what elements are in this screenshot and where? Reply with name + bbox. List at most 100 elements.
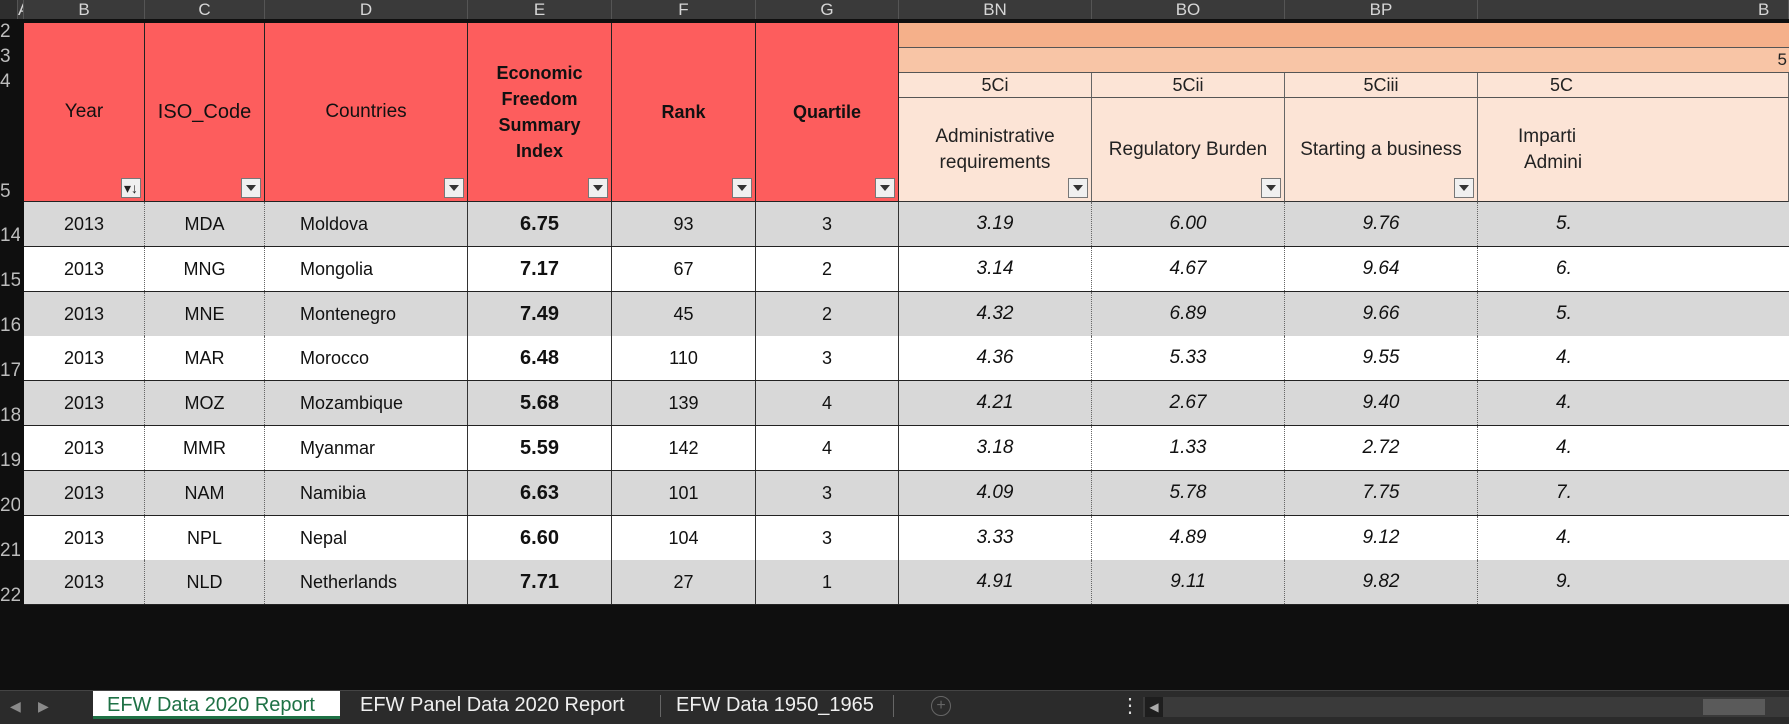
cell-admin-requirements[interactable]: 3.33 <box>899 515 1092 560</box>
plus-circle-icon[interactable]: + <box>931 696 951 716</box>
cell-iso-code[interactable]: MMR <box>145 426 265 470</box>
cell-index[interactable]: 6.60 <box>468 515 612 560</box>
cell-starting-business[interactable]: 7.75 <box>1285 470 1478 515</box>
cell-year[interactable]: 2013 <box>24 426 145 470</box>
cell-quartile[interactable]: 2 <box>756 291 899 336</box>
header-group-band[interactable] <box>899 23 1789 48</box>
cell-country[interactable]: Nepal <box>265 515 468 560</box>
cell-starting-business[interactable]: 9.64 <box>1285 246 1478 291</box>
cell-iso-code[interactable]: NPL <box>145 515 265 560</box>
cell-quartile[interactable]: 3 <box>756 515 899 560</box>
cell-year[interactable]: 2013 <box>24 515 145 560</box>
cell-rank[interactable]: 101 <box>612 470 756 515</box>
cell-index[interactable]: 7.71 <box>468 560 612 605</box>
cell-iso-code[interactable]: NLD <box>145 560 265 605</box>
scroll-tabs-left-icon[interactable]: ◀ <box>10 698 21 714</box>
cell-country[interactable]: Mongolia <box>265 246 468 291</box>
header-code-5ci[interactable]: 5Ci <box>899 73 1092 98</box>
header-economic-freedom-index[interactable]: Economic Freedom Summary Index <box>468 23 612 202</box>
cell-country[interactable]: Myanmar <box>265 426 468 470</box>
cell-impartial-admin[interactable]: 4. <box>1556 347 1572 369</box>
cell-rank[interactable]: 67 <box>612 246 756 291</box>
cell-index[interactable]: 6.63 <box>468 470 612 515</box>
row-number[interactable]: 20 <box>0 497 20 515</box>
more-options-icon[interactable]: ⋮ <box>1120 695 1140 717</box>
spreadsheet-grid[interactable]: A B C D E F G BN BO BP B 2 3 4 5 14 15 1… <box>0 0 1789 690</box>
cell-rank[interactable]: 142 <box>612 426 756 470</box>
row-number[interactable]: 21 <box>0 542 20 560</box>
cell-year[interactable]: 2013 <box>24 291 145 336</box>
cell-year[interactable]: 2013 <box>24 246 145 291</box>
header-administrative-requirements[interactable]: Administrative requirements <box>899 98 1092 202</box>
cell-quartile[interactable]: 2 <box>756 246 899 291</box>
filter-dropdown-icon[interactable] <box>241 178 261 198</box>
col-header-f[interactable]: F <box>612 0 756 19</box>
cell-index[interactable]: 7.17 <box>468 246 612 291</box>
row-number[interactable]: 15 <box>0 272 20 290</box>
cell-regulatory-burden[interactable]: 6.00 <box>1092 202 1285 246</box>
cell-regulatory-burden[interactable]: 5.78 <box>1092 470 1285 515</box>
cell-impartial-admin[interactable]: 5. <box>1556 213 1572 234</box>
header-year[interactable]: Year ▾↓ <box>24 23 145 202</box>
cell-index[interactable]: 6.48 <box>468 336 612 381</box>
cell-impartial-admin[interactable]: 7. <box>1556 481 1572 503</box>
cell-iso-code[interactable]: MNE <box>145 291 265 336</box>
header-code-5cii[interactable]: 5Cii <box>1092 73 1285 98</box>
cell-country[interactable]: Netherlands <box>265 560 468 605</box>
cell-quartile[interactable]: 3 <box>756 202 899 246</box>
cell-country[interactable]: Morocco <box>265 336 468 381</box>
cell-regulatory-burden[interactable]: 9.11 <box>1092 560 1285 605</box>
horizontal-scrollbar[interactable]: ◀ <box>1143 697 1789 717</box>
cell-iso-code[interactable]: MNG <box>145 246 265 291</box>
scroll-tabs-right-icon[interactable]: ▶ <box>38 698 49 714</box>
cell-year[interactable]: 2013 <box>24 202 145 246</box>
row-number[interactable]: 19 <box>0 452 20 470</box>
cell-country[interactable]: Namibia <box>265 470 468 515</box>
cell-regulatory-burden[interactable]: 6.89 <box>1092 291 1285 336</box>
header-regulatory-burden[interactable]: Regulatory Burden <box>1092 98 1285 202</box>
header-iso-code[interactable]: ISO_Code <box>145 23 265 202</box>
cell-year[interactable]: 2013 <box>24 470 145 515</box>
header-subgroup-band[interactable]: 5 <box>899 48 1789 73</box>
row-number[interactable]: 2 <box>0 23 11 41</box>
row-number[interactable]: 5 <box>0 183 11 201</box>
cell-admin-requirements[interactable]: 4.32 <box>899 291 1092 336</box>
cell-starting-business[interactable]: 9.55 <box>1285 336 1478 381</box>
cell-iso-code[interactable]: MAR <box>145 336 265 381</box>
cell-admin-requirements[interactable]: 4.36 <box>899 336 1092 381</box>
cell-impartial-admin[interactable]: 4. <box>1556 437 1572 458</box>
cell-regulatory-burden[interactable]: 5.33 <box>1092 336 1285 381</box>
cell-quartile[interactable]: 3 <box>756 470 899 515</box>
filter-dropdown-icon[interactable] <box>1261 178 1281 198</box>
row-number[interactable]: 14 <box>0 227 20 245</box>
cell-index[interactable]: 5.68 <box>468 381 612 426</box>
scroll-left-arrow-icon[interactable]: ◀ <box>1145 697 1163 717</box>
cell-iso-code[interactable]: MDA <box>145 202 265 246</box>
cell-rank[interactable]: 27 <box>612 560 756 605</box>
cell-regulatory-burden[interactable]: 1.33 <box>1092 426 1285 470</box>
header-countries[interactable]: Countries <box>265 23 468 202</box>
cell-admin-requirements[interactable]: 3.19 <box>899 202 1092 246</box>
row-number[interactable]: 3 <box>0 48 11 66</box>
filter-dropdown-icon[interactable] <box>444 178 464 198</box>
col-header-bo[interactable]: BO <box>1092 0 1285 19</box>
tab-efw-data-2020[interactable]: EFW Data 2020 Report <box>93 691 340 719</box>
cell-impartial-admin[interactable]: 4. <box>1556 392 1572 414</box>
select-all-corner[interactable] <box>0 0 18 19</box>
header-code-5ciii[interactable]: 5Ciii <box>1285 73 1478 98</box>
cell-admin-requirements[interactable]: 3.14 <box>899 246 1092 291</box>
cell-rank[interactable]: 110 <box>612 336 756 381</box>
cell-year[interactable]: 2013 <box>24 381 145 426</box>
cell-impartial-admin[interactable]: 6. <box>1556 257 1572 279</box>
cell-impartial-admin[interactable]: 4. <box>1556 526 1572 548</box>
cell-quartile[interactable]: 3 <box>756 336 899 381</box>
cell-year[interactable]: 2013 <box>24 336 145 381</box>
tab-efw-panel-data-2020[interactable]: EFW Panel Data 2020 Report <box>360 694 625 716</box>
row-number[interactable]: 18 <box>0 407 20 425</box>
row-number[interactable]: 22 <box>0 587 20 605</box>
cell-country[interactable]: Montenegro <box>265 291 468 336</box>
filter-dropdown-icon[interactable] <box>875 178 895 198</box>
cell-starting-business[interactable]: 9.40 <box>1285 381 1478 426</box>
cell-iso-code[interactable]: NAM <box>145 470 265 515</box>
col-header-bn[interactable]: BN <box>899 0 1092 19</box>
